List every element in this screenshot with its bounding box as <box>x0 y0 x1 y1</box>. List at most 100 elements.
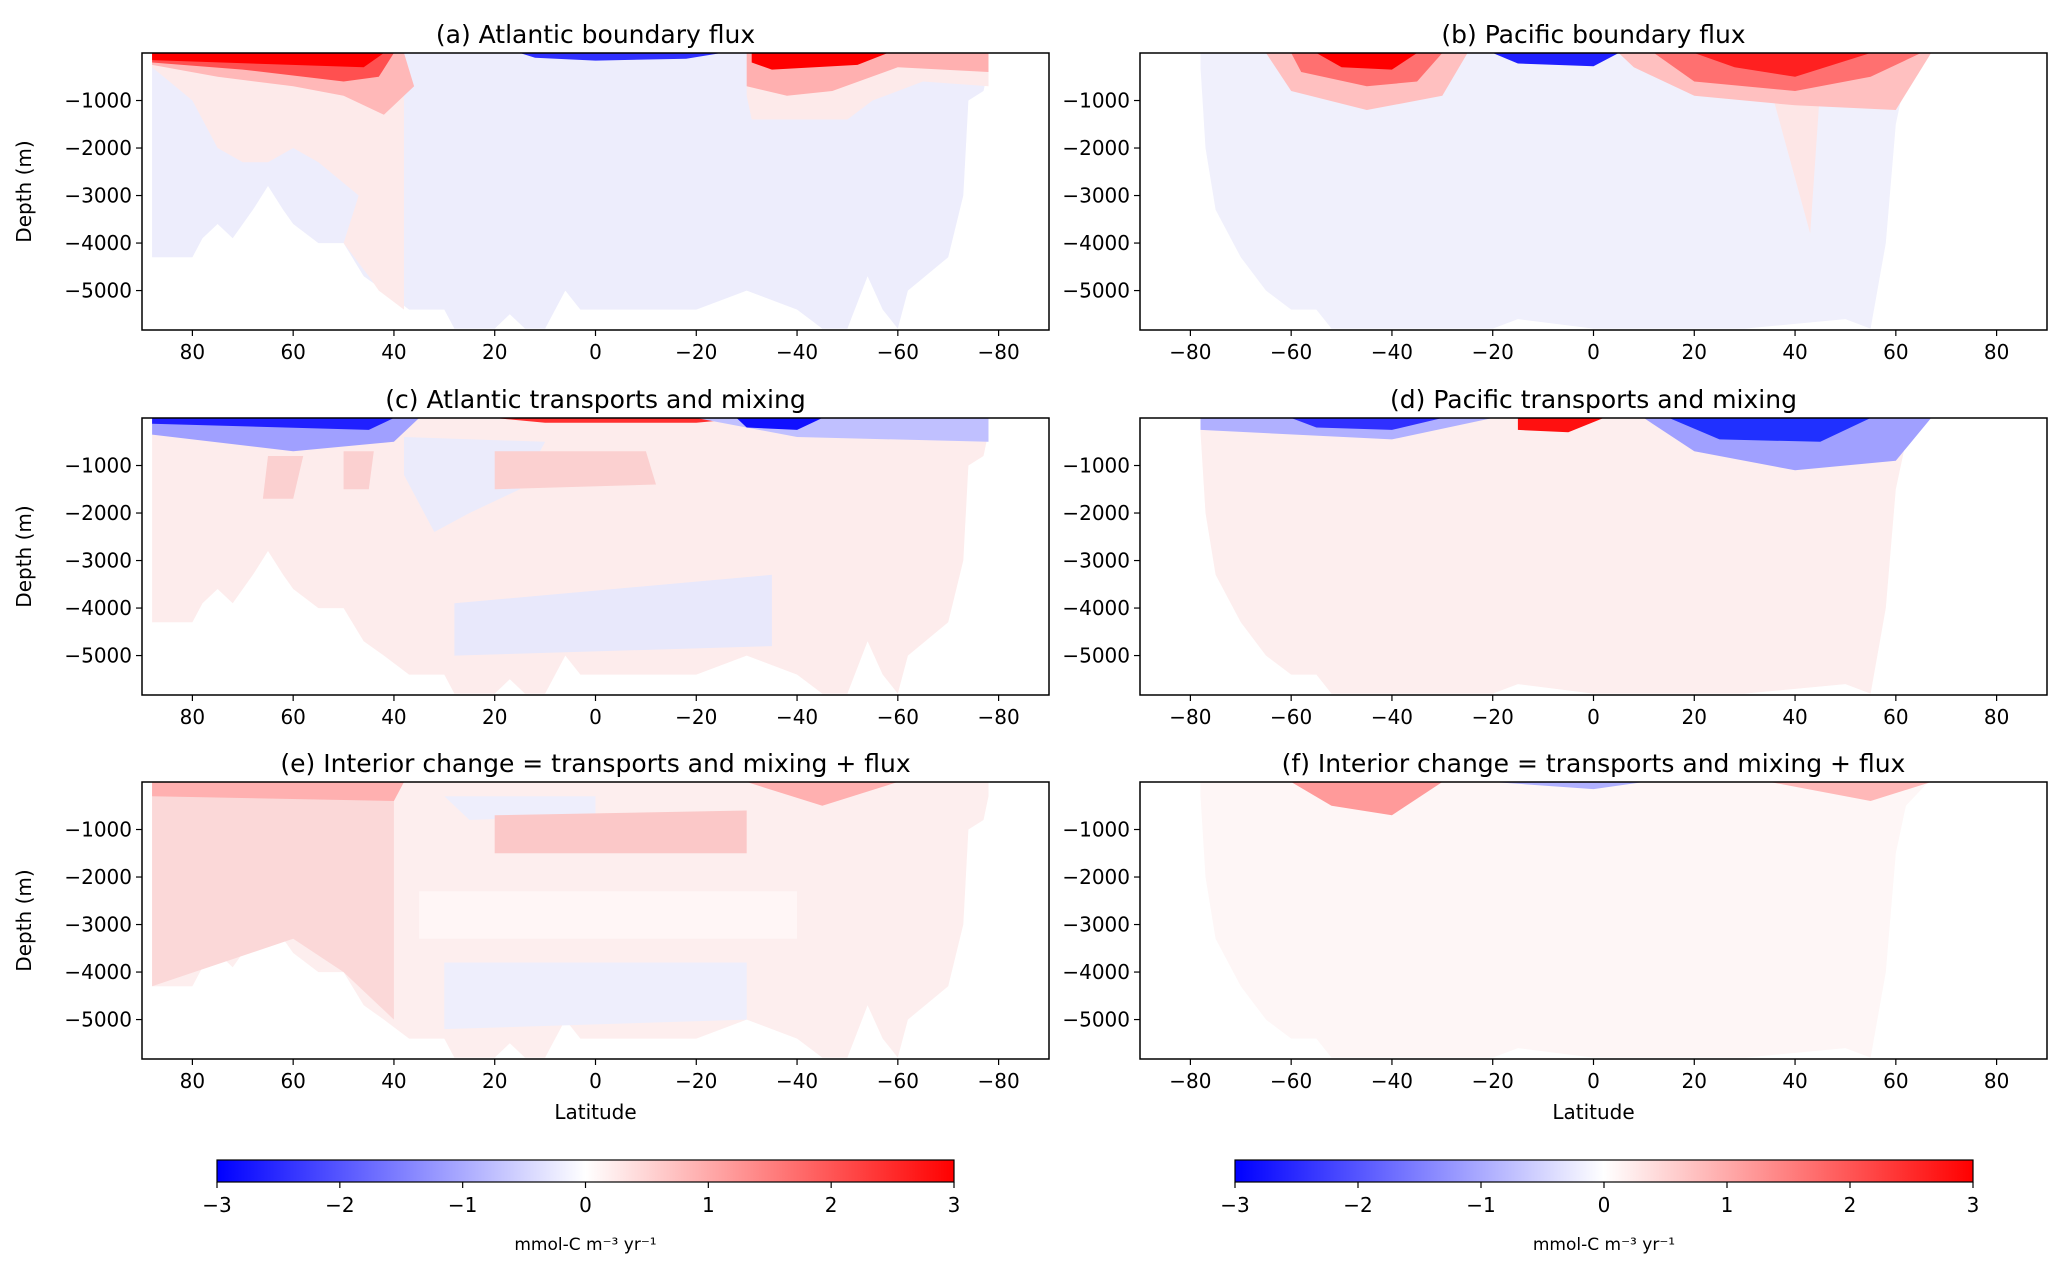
panel-title: (b) Pacific boundary flux <box>1441 20 1745 49</box>
x-tick-label: −60 <box>1270 705 1312 729</box>
panel-b: (b) Pacific boundary flux −1000 −2000 −3000… <box>1062 20 2048 364</box>
y-tick-label: −4000 <box>64 231 132 255</box>
x-tick-label: 20 <box>482 340 507 364</box>
x-axis-label: Latitude <box>1552 1100 1634 1124</box>
anomaly-region <box>519 53 722 61</box>
x-tick-label: 40 <box>381 705 406 729</box>
anomaly-region <box>152 53 404 310</box>
x-tick-label: −40 <box>1371 1069 1413 1093</box>
colorbar-tick-label: 3 <box>948 1193 961 1217</box>
x-tick-label: −60 <box>877 705 919 729</box>
x-tick-label: −60 <box>877 1069 919 1093</box>
y-tick-label: −4000 <box>64 596 132 620</box>
panel-title: (d) Pacific transports and mixing <box>1390 385 1797 414</box>
anomaly-region <box>1291 782 1443 816</box>
y-tick-label: −5000 <box>64 279 132 303</box>
x-tick-label: −20 <box>1472 1069 1514 1093</box>
x-tick-label: 60 <box>1883 1069 1908 1093</box>
y-tick-label: −3000 <box>64 913 132 937</box>
x-tick-label: 20 <box>1682 705 1707 729</box>
anomaly-region <box>494 810 747 854</box>
panel-title: (a) Atlantic boundary flux <box>436 20 755 49</box>
x-tick-label: 0 <box>1587 1069 1600 1093</box>
anomaly-region <box>746 782 898 806</box>
anomaly-region <box>1694 53 1871 77</box>
colorbar-gradient <box>216 1159 955 1183</box>
x-tick-label: −20 <box>1472 705 1514 729</box>
y-tick-label: −2000 <box>1062 501 1130 525</box>
x-tick-label: −20 <box>675 340 717 364</box>
anomaly-region <box>454 574 772 656</box>
anomaly-region <box>152 782 394 1020</box>
colorbar-1: −3 −2 −1 0 1 2 3 mmol-C m⁻³ yr⁻¹ <box>202 1159 961 1255</box>
anomaly-region <box>494 451 656 490</box>
x-tick-label: 60 <box>280 340 305 364</box>
anomaly-region <box>1517 418 1604 433</box>
x-tick-label: −40 <box>1371 340 1413 364</box>
x-tick-label: −40 <box>776 1069 818 1093</box>
field-b <box>1200 53 1932 329</box>
x-tick-label: 20 <box>482 705 507 729</box>
y-tick-label: −5000 <box>1062 279 1130 303</box>
y-axis-label: Depth (m) <box>12 505 36 607</box>
y-tick-label: −5000 <box>1062 644 1130 668</box>
x-tick-label: −20 <box>675 705 717 729</box>
colorbar-gradient <box>1234 1159 1974 1183</box>
anomaly-region <box>1769 86 1821 234</box>
colorbar-label: mmol-C m⁻³ yr⁻¹ <box>514 1235 656 1255</box>
colorbar-tick-label: 3 <box>1967 1193 1980 1217</box>
field-d <box>1200 418 1932 694</box>
y-tick-label: −5000 <box>64 644 132 668</box>
y-tick-label: −3000 <box>64 549 132 573</box>
panel-title: (f) Interior change = transports and mix… <box>1282 749 1906 778</box>
ocean-domain <box>1200 782 1932 1058</box>
colorbar-tick-label: 2 <box>825 1193 838 1217</box>
colorbar-tick-label: −1 <box>448 1193 477 1217</box>
anomaly-region <box>343 451 374 490</box>
field-e <box>152 782 989 1058</box>
y-tick-label: −4000 <box>1062 596 1130 620</box>
field-c <box>152 418 989 694</box>
panel-d: (d) Pacific transports and mixing −1000 −2… <box>1062 385 2048 729</box>
x-tick-label: −80 <box>1169 340 1211 364</box>
x-tick-label: −20 <box>675 1069 717 1093</box>
y-tick-label: −1000 <box>1062 454 1130 478</box>
x-tick-label: −40 <box>776 705 818 729</box>
anomaly-region <box>1200 418 1493 440</box>
panel-title: (e) Interior change = transports and mix… <box>280 749 910 778</box>
y-tick-label: −4000 <box>1062 231 1130 255</box>
colorbar-tick-label: −3 <box>1220 1193 1249 1217</box>
x-tick-label: −60 <box>877 340 919 364</box>
x-tick-label: −80 <box>1169 1069 1211 1093</box>
colorbar-label: mmol-C m⁻³ yr⁻¹ <box>1533 1235 1675 1255</box>
colorbar-tick-label: 1 <box>702 1193 715 1217</box>
y-tick-label: −2000 <box>64 501 132 525</box>
y-tick-label: −2000 <box>64 136 132 160</box>
x-tick-label: 80 <box>180 705 205 729</box>
anomaly-region <box>1316 53 1418 70</box>
x-tick-label: 80 <box>1984 1069 2009 1093</box>
anomaly-region <box>1669 418 1871 442</box>
x-tick-label: 40 <box>381 340 406 364</box>
y-tick-label: −3000 <box>1062 549 1130 573</box>
y-tick-label: −1000 <box>64 89 132 113</box>
colorbar-tick-label: −3 <box>202 1193 231 1217</box>
anomaly-region <box>751 53 888 70</box>
y-tick-label: −1000 <box>64 454 132 478</box>
x-tick-label: 80 <box>1984 340 2009 364</box>
x-tick-label: −40 <box>1371 705 1413 729</box>
panel-a: (a) Atlantic boundary flux −1000 −2000 −300… <box>12 20 1050 364</box>
anomaly-region <box>1492 782 1644 790</box>
anomaly-region <box>152 782 404 801</box>
anomaly-region <box>736 418 823 430</box>
anomaly-region <box>1492 53 1619 67</box>
x-tick-label: 20 <box>482 1069 507 1093</box>
x-tick-label: −60 <box>1270 340 1312 364</box>
x-tick-label: −80 <box>978 1069 1020 1093</box>
colorbar-tick-label: 0 <box>579 1193 592 1217</box>
colorbar-2: −3 −2 −1 0 1 2 3 mmol-C m⁻³ yr⁻¹ <box>1220 1159 1980 1255</box>
colorbar-tick-label: 0 <box>1598 1193 1611 1217</box>
panel-e: (e) Interior change = transports and mix… <box>12 749 1050 1124</box>
x-tick-label: 60 <box>280 1069 305 1093</box>
x-tick-label: −80 <box>978 705 1020 729</box>
